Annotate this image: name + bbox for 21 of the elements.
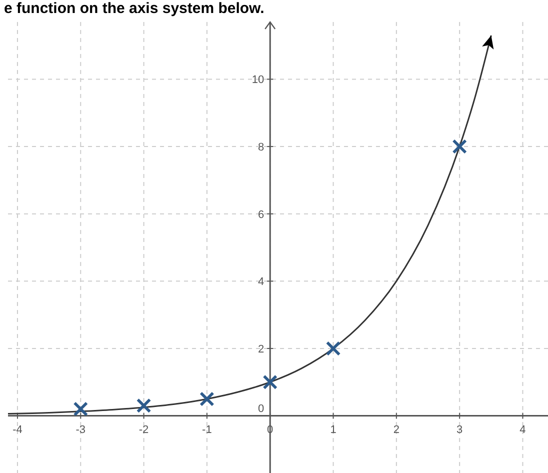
point [136,398,151,413]
y-tick-label: 8 [258,142,264,154]
point [326,341,340,356]
y-tick-label: 2 [258,343,264,356]
x-tick-label: -4 [12,424,22,436]
x-tick-label: -1 [202,424,212,436]
x-tick-label: 3 [456,424,463,436]
point [200,392,214,406]
y-tick-label: 0 [258,402,264,415]
y-tick-label: 6 [258,208,264,221]
x-tick-label: 1 [330,424,336,436]
x-tick-label: -3 [76,424,86,436]
x-tick-label: -2 [138,424,149,436]
y-tick-label: 4 [258,276,264,288]
x-tick-label: 4 [520,424,526,436]
point [74,402,88,416]
point [452,140,467,154]
point [263,375,278,390]
x-tick-label: 2 [393,424,400,436]
y-tick-label: 10 [252,74,264,86]
chart-title: e function on the axis system below. [4,0,264,17]
